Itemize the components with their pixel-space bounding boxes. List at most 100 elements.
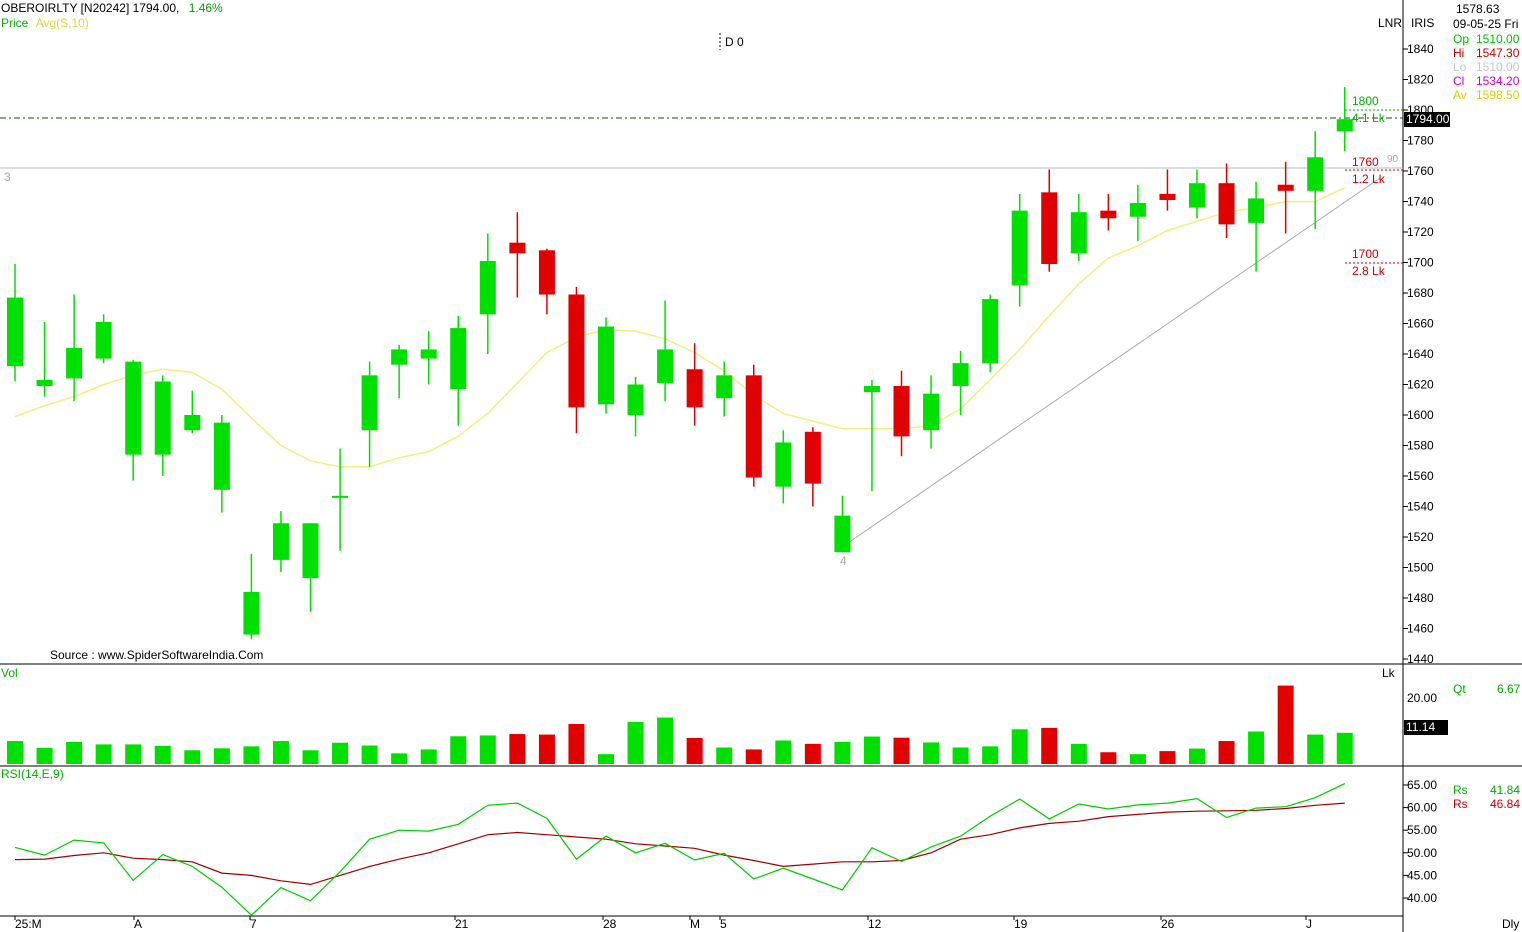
- volume-bar: [154, 745, 171, 764]
- x-tick-label: 5: [720, 917, 727, 931]
- candle-body: [302, 523, 319, 579]
- candle-body: [332, 495, 349, 498]
- trend-line: [844, 177, 1381, 546]
- candle-body: [1070, 212, 1087, 254]
- candle: [7, 264, 23, 382]
- price-tick-label: 1580: [1407, 439, 1434, 453]
- candle-body: [804, 431, 821, 484]
- candle: [598, 317, 614, 414]
- candle: [1277, 161, 1294, 234]
- volume-bar: [1011, 729, 1028, 764]
- rsi-rs2-label: Rs: [1453, 797, 1468, 811]
- lnr-label[interactable]: LNR: [1378, 16, 1403, 30]
- candle-body: [1336, 119, 1353, 132]
- candle: [361, 361, 378, 467]
- rsi-tick-label: 60.00: [1407, 801, 1437, 815]
- volume-bar: [893, 737, 910, 764]
- candle: [1307, 131, 1324, 229]
- source-text: Source : www.SpiderSoftwareIndia.Com: [50, 648, 264, 662]
- candle-body: [538, 250, 555, 295]
- candle: [952, 350, 969, 415]
- info-value: 1534.20: [1476, 74, 1520, 88]
- info-value: 1510.00: [1476, 32, 1520, 46]
- volume-bar: [1041, 727, 1058, 764]
- volume-unit: Lk: [1382, 666, 1395, 680]
- price-tick-label: 1660: [1407, 317, 1434, 331]
- candle: [1100, 193, 1117, 231]
- price-tick-label: 1600: [1407, 408, 1434, 422]
- candle: [1218, 163, 1235, 239]
- info-key: Lo: [1453, 60, 1467, 74]
- candle-body: [686, 369, 703, 408]
- candle: [1336, 87, 1353, 152]
- volume-bar: [923, 742, 940, 764]
- candle: [538, 248, 555, 315]
- candle-body: [361, 375, 378, 431]
- x-tick-label: 26: [1161, 917, 1175, 931]
- candle: [1129, 184, 1146, 242]
- volume-bar: [745, 749, 762, 764]
- price-tick-label: 1760: [1407, 164, 1434, 178]
- avg-line: [14, 187, 1346, 468]
- x-tick-label: M: [690, 917, 700, 931]
- candle: [184, 390, 201, 434]
- candle: [95, 314, 112, 364]
- candle-body: [36, 379, 53, 387]
- price-tick-label: 1840: [1407, 42, 1434, 56]
- volume-bar: [509, 734, 526, 764]
- candle: [332, 448, 349, 551]
- x-tick-label: J: [1306, 917, 1312, 931]
- candle-body: [568, 294, 585, 408]
- candle-body: [834, 515, 851, 553]
- mark-90: 90: [1387, 154, 1399, 165]
- volume-bar: [863, 736, 880, 764]
- volume-bar: [213, 748, 230, 764]
- avg-legend: Avg(S,10): [35, 16, 89, 30]
- candle-body: [125, 361, 142, 455]
- price-tick-label: 1460: [1407, 622, 1434, 636]
- candle-body: [952, 363, 969, 387]
- volume-bar: [361, 745, 378, 764]
- last-price: 1794.00,: [132, 1, 180, 15]
- candle-body: [1248, 198, 1265, 223]
- candle: [302, 523, 319, 612]
- candle: [686, 343, 703, 426]
- candle: [804, 427, 821, 507]
- volume-bar: [952, 747, 969, 764]
- candle-body: [420, 349, 437, 359]
- volume-bar: [125, 744, 142, 764]
- candle: [36, 321, 53, 397]
- candle: [450, 315, 467, 426]
- candle-body: [598, 326, 614, 405]
- candle: [391, 344, 408, 399]
- level-1700-label: 1700: [1352, 247, 1379, 261]
- volume-bar: [184, 750, 201, 764]
- rsi-rs1-label: Rs: [1453, 783, 1468, 797]
- candle: [1070, 193, 1087, 261]
- volume-bar: [598, 754, 614, 764]
- price-tick-label: 1560: [1407, 469, 1434, 483]
- price-axis: 1840182018001780176017401720170016801660…: [1403, 42, 1434, 666]
- volume-bar: [66, 741, 83, 764]
- price-tick-label: 1440: [1407, 652, 1434, 666]
- rsi-line: [14, 783, 1346, 917]
- candle: [834, 495, 851, 553]
- candle-body: [1189, 183, 1205, 208]
- price-tick-label: 1820: [1407, 73, 1434, 87]
- rsi-tick-label: 45.00: [1407, 868, 1437, 882]
- candle: [775, 430, 792, 504]
- rsi-label: RSI(14,E,9): [1, 767, 64, 781]
- candle-body: [184, 415, 201, 431]
- symbol-name: OBEROIRLTY [N20242]: [1, 1, 130, 15]
- iris-label[interactable]: IRIS: [1411, 16, 1435, 30]
- candle-body: [450, 328, 467, 390]
- volume-bar: [834, 741, 851, 764]
- info-value: 1598.50: [1476, 88, 1520, 102]
- volume-bar: [243, 746, 260, 764]
- candle-body: [391, 349, 408, 365]
- candle: [1248, 181, 1265, 272]
- candle-body: [982, 299, 999, 364]
- volume-bar: [627, 722, 644, 764]
